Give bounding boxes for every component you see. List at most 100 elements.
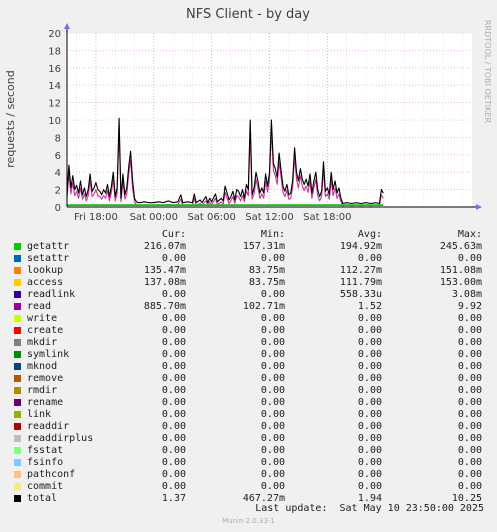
legend-min: 83.75m bbox=[248, 277, 285, 288]
header-min: Min: bbox=[260, 229, 285, 240]
legend-name: read bbox=[27, 301, 52, 312]
legend-swatch bbox=[14, 363, 21, 370]
header-cur: Cur: bbox=[161, 229, 186, 240]
legend-min: 0.00 bbox=[260, 481, 285, 492]
legend-cur: 135.47m bbox=[143, 265, 186, 276]
legend-avg: 1.52 bbox=[357, 301, 382, 312]
legend-table: Cur: Min: Avg: Max: getattr 216.07m 157.31… bbox=[14, 229, 488, 505]
x-tick-label: Fri 18:00 bbox=[74, 212, 118, 223]
legend-name: write bbox=[27, 313, 58, 324]
y-tick-label: 20 bbox=[48, 29, 61, 40]
legend-cur: 0.00 bbox=[161, 385, 186, 396]
rrdtool-label: RRDTOOL / TOBI OETIKER bbox=[483, 20, 492, 123]
legend-avg: 0.00 bbox=[357, 253, 382, 264]
y-tick-label: 4 bbox=[55, 168, 61, 179]
legend-name: fsinfo bbox=[27, 457, 64, 468]
legend-row-pathconf: pathconf 0.00 0.00 0.00 0.00 bbox=[14, 469, 488, 481]
legend-swatch bbox=[14, 255, 21, 262]
legend-name: commit bbox=[27, 481, 64, 492]
legend-name: create bbox=[27, 325, 64, 336]
legend-name: access bbox=[27, 277, 64, 288]
legend-name: lookup bbox=[27, 265, 64, 276]
legend-max: 0.00 bbox=[457, 253, 482, 264]
legend-cur: 0.00 bbox=[161, 289, 186, 300]
legend-avg: 194.92m bbox=[339, 241, 382, 252]
legend-cur: 0.00 bbox=[161, 349, 186, 360]
series-layer bbox=[66, 117, 384, 207]
legend-min: 0.00 bbox=[260, 253, 285, 264]
legend-avg: 0.00 bbox=[357, 325, 382, 336]
header-max: Max: bbox=[457, 229, 482, 240]
legend-swatch bbox=[14, 375, 21, 382]
series-line-read bbox=[66, 129, 384, 207]
legend-max: 0.00 bbox=[457, 313, 482, 324]
legend-avg: 0.00 bbox=[357, 349, 382, 360]
legend-name: remove bbox=[27, 373, 64, 384]
legend-min: 102.71m bbox=[242, 301, 285, 312]
legend-row-mkdir: mkdir 0.00 0.00 0.00 0.00 bbox=[14, 337, 488, 349]
legend-max: 0.00 bbox=[457, 337, 482, 348]
legend-cur: 0.00 bbox=[161, 397, 186, 408]
legend-avg: 558.33u bbox=[339, 289, 382, 300]
legend-row-commit: commit 0.00 0.00 0.00 0.00 bbox=[14, 481, 488, 493]
legend-max: 0.00 bbox=[457, 457, 482, 468]
legend-swatch bbox=[14, 339, 21, 346]
legend-max: 10.25 bbox=[451, 493, 482, 504]
legend-row-fsstat: fsstat 0.00 0.00 0.00 0.00 bbox=[14, 445, 488, 457]
legend-swatch bbox=[14, 327, 21, 334]
legend-row-setattr: setattr 0.00 0.00 0.00 0.00 bbox=[14, 253, 488, 265]
legend-cur: 0.00 bbox=[161, 337, 186, 348]
legend-cur: 885.70m bbox=[143, 301, 186, 312]
legend-cur: 0.00 bbox=[161, 253, 186, 264]
legend-row-rmdir: rmdir 0.00 0.00 0.00 0.00 bbox=[14, 385, 488, 397]
legend-cur: 0.00 bbox=[161, 373, 186, 384]
legend-name: fsstat bbox=[27, 445, 64, 456]
legend-row-remove: remove 0.00 0.00 0.00 0.00 bbox=[14, 373, 488, 385]
legend-name: link bbox=[27, 409, 52, 420]
legend-avg: 0.00 bbox=[357, 421, 382, 432]
legend-min: 0.00 bbox=[260, 337, 285, 348]
legend-cur: 0.00 bbox=[161, 361, 186, 372]
x-tick-label: Sat 00:00 bbox=[130, 212, 178, 223]
legend-cur: 0.00 bbox=[161, 433, 186, 444]
legend-swatch bbox=[14, 459, 21, 466]
x-tick-label: Sat 06:00 bbox=[187, 212, 235, 223]
series-line-total bbox=[66, 117, 384, 205]
legend-row-read: read 885.70m 102.71m 1.52 9.92 bbox=[14, 301, 488, 313]
y-tick-label: 6 bbox=[55, 151, 61, 162]
y-tick-label: 18 bbox=[48, 46, 61, 57]
legend-swatch bbox=[14, 435, 21, 442]
legend-name: mkdir bbox=[27, 337, 58, 348]
legend-swatch bbox=[14, 483, 21, 490]
legend-max: 0.00 bbox=[457, 421, 482, 432]
legend-swatch bbox=[14, 315, 21, 322]
legend-rows: getattr 216.07m 157.31m 194.92m 245.63m setat… bbox=[14, 241, 488, 505]
legend-row-create: create 0.00 0.00 0.00 0.00 bbox=[14, 325, 488, 337]
legend-row-fsinfo: fsinfo 0.00 0.00 0.00 0.00 bbox=[14, 457, 488, 469]
legend-max: 0.00 bbox=[457, 397, 482, 408]
legend-avg: 1.94 bbox=[357, 493, 382, 504]
legend-max: 3.08m bbox=[451, 289, 482, 300]
legend-avg: 0.00 bbox=[357, 481, 382, 492]
legend-name: readdir bbox=[27, 421, 70, 432]
legend-avg: 0.00 bbox=[357, 397, 382, 408]
legend-name: rmdir bbox=[27, 385, 58, 396]
legend-name: setattr bbox=[27, 253, 70, 264]
axes: 0 2 4 6 8 10 12 14 16 18 20 Fri 18:00 Sat 00:00 Sat 0… bbox=[48, 23, 482, 223]
legend-max: 0.00 bbox=[457, 409, 482, 420]
legend-swatch bbox=[14, 399, 21, 406]
legend-row-readdirplus: readdirplus 0.00 0.00 0.00 0.00 bbox=[14, 433, 488, 445]
last-update: Last update: Sat May 10 23:50:00 2025 bbox=[255, 503, 484, 514]
legend-name: symlink bbox=[27, 349, 70, 360]
legend-name: total bbox=[27, 493, 58, 504]
legend-row-write: write 0.00 0.00 0.00 0.00 bbox=[14, 313, 488, 325]
legend-row-lookup: lookup 135.47m 83.75m 112.27m 151.08m bbox=[14, 265, 488, 277]
legend-min: 0.00 bbox=[260, 445, 285, 456]
legend-avg: 0.00 bbox=[357, 433, 382, 444]
legend-swatch bbox=[14, 267, 21, 274]
legend-avg: 0.00 bbox=[357, 337, 382, 348]
legend-max: 0.00 bbox=[457, 373, 482, 384]
legend-avg: 0.00 bbox=[357, 385, 382, 396]
legend-row-readdir: readdir 0.00 0.00 0.00 0.00 bbox=[14, 421, 488, 433]
